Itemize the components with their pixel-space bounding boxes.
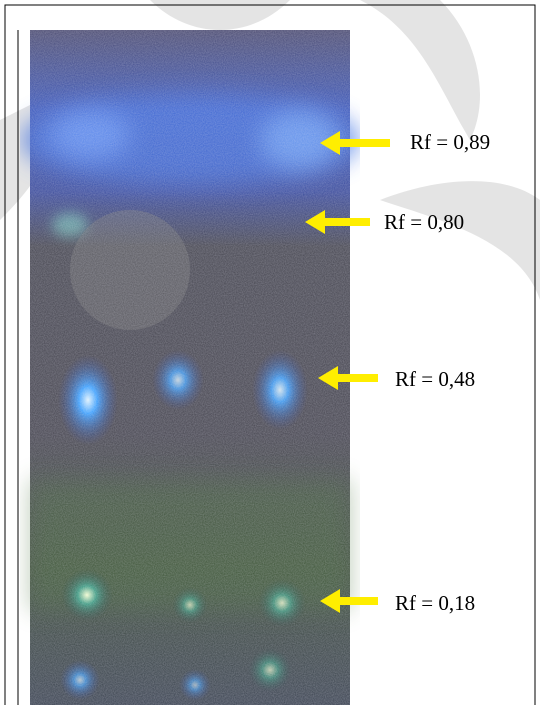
rf-label: Rf = 0,89	[410, 130, 490, 154]
rf-label: Rf = 0,48	[395, 367, 475, 391]
tlc-plate	[20, 30, 360, 705]
rf-label: Rf = 0,18	[395, 591, 475, 615]
figure: Rf = 0,89 Rf = 0,80 Rf = 0,48 Rf = 0,18	[0, 0, 540, 705]
rf-label: Rf = 0,80	[384, 210, 464, 234]
